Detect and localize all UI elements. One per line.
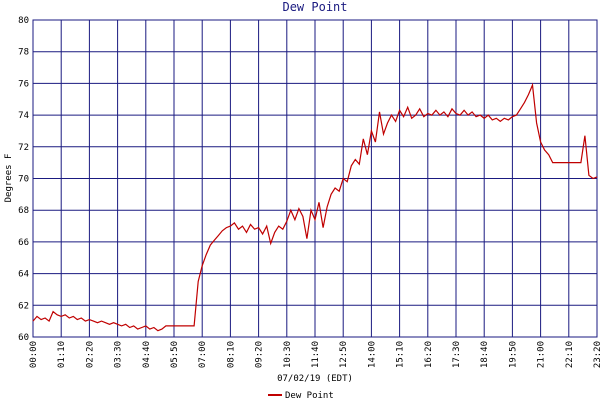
x-tick-label: 22:10 [565, 341, 575, 368]
y-tick-label: 80 [18, 16, 29, 26]
y-tick-label: 64 [18, 270, 29, 280]
x-tick-label: 14:00 [367, 341, 377, 368]
chart-title: Dew Point [282, 0, 347, 14]
x-tick-label: 04:40 [142, 341, 152, 368]
x-tick-label: 02:20 [85, 341, 95, 368]
x-tick-label: 09:20 [255, 341, 265, 368]
x-tick-label: 01:10 [57, 341, 67, 368]
x-tick-label: 05:50 [170, 341, 180, 368]
x-tick-label: 12:50 [339, 341, 349, 368]
x-axis-label: 07/02/19 (EDT) [277, 374, 353, 384]
x-tick-label: 21:00 [537, 341, 547, 368]
y-tick-label: 62 [18, 301, 29, 311]
x-tick-label: 11:40 [311, 341, 321, 368]
x-tick-label: 15:10 [396, 341, 406, 368]
x-tick-label: 10:30 [283, 341, 293, 368]
x-tick-label: 07:00 [198, 341, 208, 368]
x-tick-label: 19:50 [508, 341, 518, 368]
plot-border [32, 19, 598, 338]
x-tick-label: 00:00 [29, 341, 39, 368]
y-tick-label: 66 [18, 238, 29, 248]
x-tick-label: 17:30 [452, 341, 462, 368]
x-tick-label: 23:20 [593, 341, 600, 368]
y-axis-label: Degrees F [4, 154, 14, 203]
legend-label: Dew Point [285, 391, 334, 400]
y-tick-label: 76 [18, 79, 29, 89]
y-tick-label: 72 [18, 143, 29, 153]
x-tick-label: 18:40 [480, 341, 490, 368]
x-tick-label: 16:20 [424, 341, 434, 368]
data-line [32, 82, 598, 332]
y-tick-label: 74 [18, 111, 29, 121]
y-tick-label: 60 [18, 333, 29, 343]
y-tick-label: 68 [18, 206, 29, 216]
y-tick-label: 78 [18, 48, 29, 58]
x-tick-label: 03:30 [114, 341, 124, 368]
y-tick-label: 70 [18, 175, 29, 185]
x-tick-label: 08:10 [226, 341, 236, 368]
